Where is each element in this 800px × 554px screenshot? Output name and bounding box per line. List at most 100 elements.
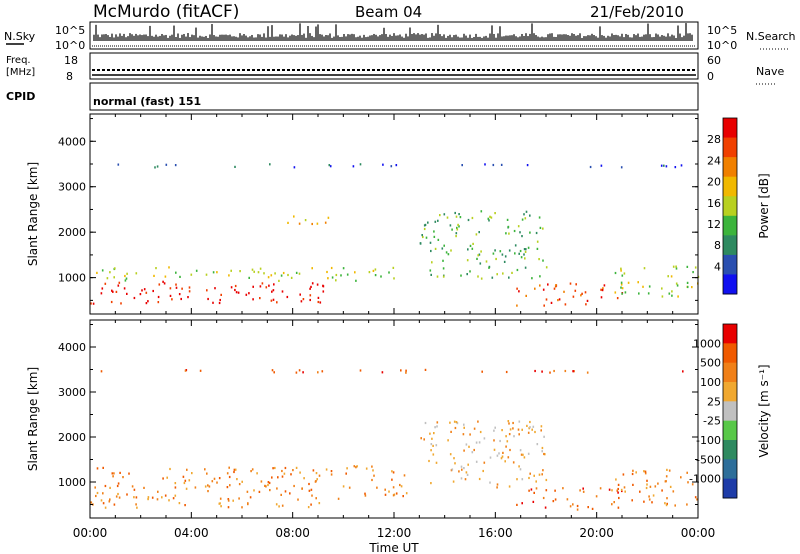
data-cell	[507, 225, 510, 228]
colorbar-segment	[723, 274, 737, 295]
freq-trace	[92, 69, 696, 76]
data-cell	[329, 165, 332, 168]
data-cell	[670, 275, 673, 278]
data-cell	[529, 231, 531, 234]
data-cell	[268, 481, 271, 485]
data-cell	[484, 163, 486, 166]
data-cell	[483, 461, 486, 464]
data-cell	[309, 287, 311, 290]
data-cell	[508, 433, 511, 436]
data-cell	[253, 270, 255, 273]
data-cell	[392, 486, 395, 489]
data-cell	[613, 501, 615, 504]
data-cell	[182, 475, 185, 478]
data-cell	[157, 301, 160, 304]
data-cell	[269, 489, 271, 492]
data-cell	[476, 257, 478, 260]
data-cell	[645, 486, 648, 490]
data-cell	[574, 289, 577, 292]
data-cell	[284, 466, 287, 470]
data-cell	[493, 439, 495, 442]
data-cell	[490, 216, 493, 219]
data-cell	[646, 483, 648, 486]
colorbar-segment	[723, 343, 737, 364]
data-cell	[246, 490, 249, 493]
data-cell	[519, 449, 522, 452]
data-cell	[151, 496, 154, 499]
data-cell	[512, 427, 514, 430]
data-cell	[566, 498, 569, 501]
data-cell	[272, 289, 275, 292]
colorbar-segment	[723, 137, 737, 158]
data-cell	[465, 443, 468, 446]
data-cell	[589, 165, 592, 169]
data-cell	[174, 486, 177, 489]
data-cell	[602, 287, 604, 290]
data-cell	[437, 219, 439, 222]
data-cell	[162, 280, 164, 283]
data-cell	[174, 494, 177, 497]
data-cell	[205, 273, 208, 276]
data-cell	[135, 503, 137, 506]
colorbar-tick-label: 4	[714, 260, 721, 273]
data-cell	[157, 295, 160, 299]
colorbar-tick-label: -1000	[689, 473, 721, 486]
data-cell	[281, 290, 284, 293]
data-cell	[527, 246, 530, 249]
data-cell	[113, 276, 115, 279]
data-cell	[542, 259, 544, 262]
data-cell	[267, 483, 269, 487]
data-cell	[382, 163, 384, 166]
data-cell	[293, 166, 296, 169]
y-tick-label: 1000	[58, 272, 86, 285]
data-cell	[188, 286, 191, 289]
data-cell	[234, 468, 237, 471]
data-cell	[342, 485, 345, 488]
data-cell	[424, 223, 427, 226]
data-cell	[600, 288, 602, 291]
data-cell	[478, 477, 481, 481]
data-cell	[686, 281, 689, 284]
data-cell	[472, 242, 474, 245]
data-cell	[373, 474, 375, 477]
data-cell	[175, 283, 177, 286]
data-cell	[557, 299, 559, 302]
data-cell	[163, 282, 166, 285]
panel-background	[90, 114, 698, 314]
data-cell	[241, 480, 243, 483]
data-cell	[471, 216, 474, 220]
data-cell	[466, 473, 469, 476]
data-cell	[326, 270, 328, 274]
data-cell	[664, 502, 666, 505]
data-cell	[461, 164, 463, 167]
data-cell	[293, 484, 295, 488]
data-cell	[621, 287, 624, 290]
data-cell	[253, 489, 255, 492]
data-cell	[427, 221, 429, 224]
data-cell	[435, 461, 438, 464]
data-cell	[273, 283, 275, 286]
colorbar-tick-label: 1000	[693, 337, 721, 350]
data-cell	[441, 247, 444, 250]
data-cell	[543, 304, 545, 307]
data-cell	[219, 497, 222, 500]
data-cell	[457, 223, 459, 226]
colorbar-segment	[723, 420, 737, 441]
data-cell	[319, 301, 322, 304]
data-cell	[452, 480, 455, 483]
data-cell	[475, 233, 478, 236]
data-cell	[281, 475, 284, 478]
data-cell	[522, 453, 524, 456]
data-cell	[143, 486, 145, 489]
data-cell	[527, 431, 530, 434]
cpid-value: normal (fast) 151	[93, 95, 201, 108]
data-cell	[447, 253, 450, 256]
data-cell	[513, 229, 516, 233]
data-cell	[627, 281, 630, 284]
data-cell	[251, 268, 254, 271]
data-cell	[235, 291, 238, 294]
data-cell	[661, 489, 663, 492]
colorbar-tick-label: 500	[700, 357, 721, 370]
data-cell	[503, 260, 506, 263]
data-cell	[308, 482, 310, 486]
